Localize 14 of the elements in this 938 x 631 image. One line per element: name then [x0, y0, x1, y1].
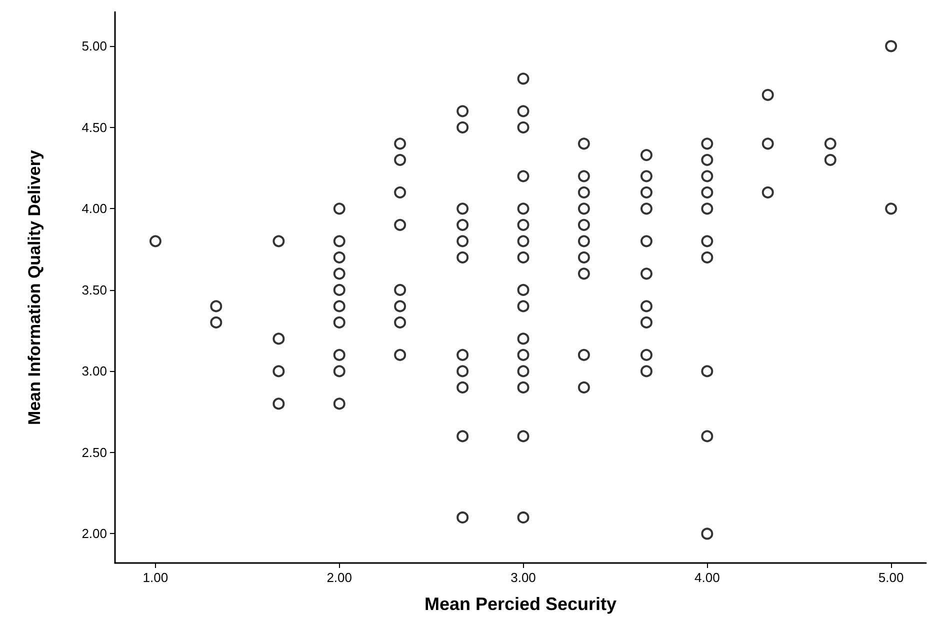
x-axis-title: Mean Percied Security [424, 594, 617, 614]
y-tick-label: 2.50 [82, 444, 107, 460]
y-tick-label: 4.00 [82, 201, 107, 216]
x-tick-label: 5.00 [878, 570, 904, 585]
y-tick-label: 4.50 [82, 120, 107, 135]
x-tick-label: 2.00 [326, 570, 352, 585]
x-tick-label: 3.00 [510, 570, 536, 585]
y-tick-label: 2.00 [82, 526, 107, 542]
y-tick-label: 3.00 [82, 364, 107, 379]
y-axis-title: Mean Information Quality Delivery [25, 150, 44, 425]
y-tick-label: 3.50 [82, 282, 107, 298]
x-tick-label: 1.00 [142, 570, 168, 585]
x-tick-label: 4.00 [694, 570, 720, 585]
y-tick-label: 5.00 [82, 38, 107, 54]
